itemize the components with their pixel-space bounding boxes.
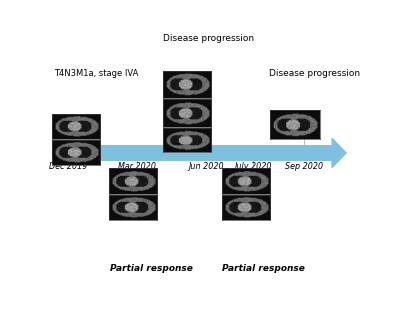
Text: Disease progression: Disease progression: [268, 69, 360, 78]
Text: Sep 2020: Sep 2020: [285, 162, 323, 171]
Text: T4N3M1a, stage IVA: T4N3M1a, stage IVA: [54, 69, 138, 78]
Text: Jun 2020: Jun 2020: [189, 162, 224, 171]
Text: Disease progression: Disease progression: [163, 34, 254, 43]
Text: Partial response: Partial response: [222, 264, 305, 273]
FancyArrow shape: [59, 139, 346, 167]
Text: Dec 2019: Dec 2019: [50, 162, 88, 171]
Text: Mar 2020: Mar 2020: [118, 162, 156, 171]
Text: Partial response: Partial response: [110, 264, 193, 273]
Text: July 2020: July 2020: [234, 162, 272, 171]
